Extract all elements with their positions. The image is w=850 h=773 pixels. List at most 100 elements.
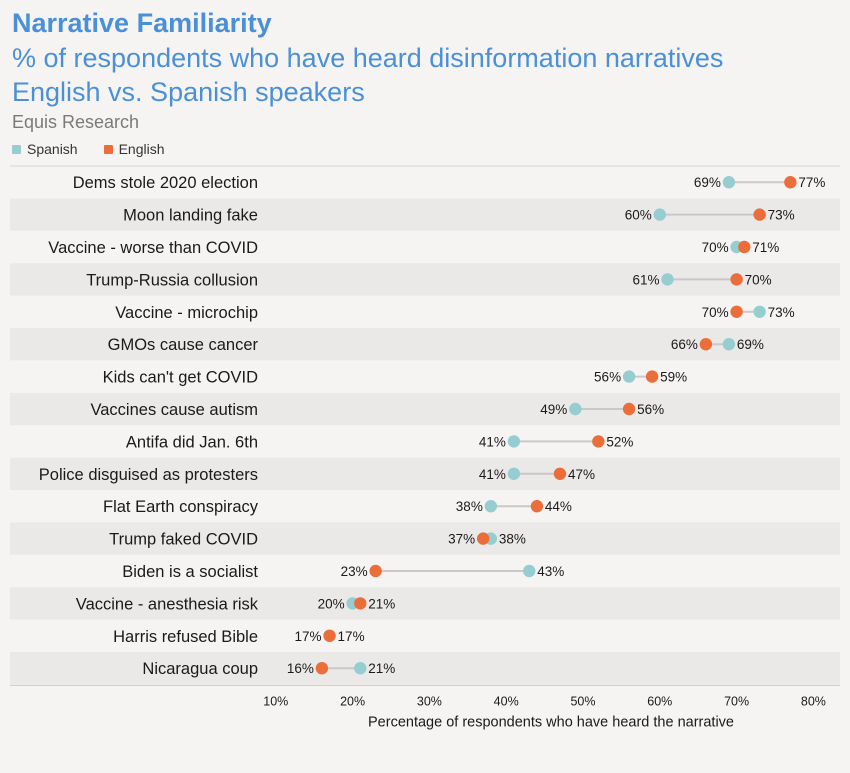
spanish-value-label: 70% (702, 240, 729, 255)
english-dot (784, 176, 797, 189)
spanish-value-label: 69% (694, 175, 721, 190)
english-value-label: 44% (545, 499, 572, 514)
spanish-value-label: 38% (456, 499, 483, 514)
spanish-dot (653, 208, 666, 221)
legend-label-english: English (118, 141, 165, 157)
category-label: Vaccine - microchip (115, 304, 258, 322)
spanish-dot (722, 176, 736, 189)
english-dot (476, 532, 490, 545)
english-value-label: 52% (606, 434, 633, 449)
spanish-dot (622, 370, 636, 383)
row-band (10, 522, 840, 555)
english-dot (530, 500, 544, 513)
english-dot (369, 564, 382, 578)
spanish-value-label: 69% (737, 337, 764, 352)
x-tick-label: 70% (724, 694, 749, 708)
spanish-dot (354, 662, 367, 675)
x-tick-label: 50% (570, 694, 595, 708)
spanish-value-label: 43% (537, 564, 564, 579)
spanish-dot (753, 305, 766, 318)
spanish-value-label: 41% (479, 434, 506, 449)
spanish-value-label: 56% (594, 370, 621, 385)
legend-item-spanish: Spanish (12, 141, 78, 157)
english-value-label: 37% (448, 532, 475, 547)
legend-label-spanish: Spanish (27, 141, 78, 157)
spanish-dot (484, 500, 498, 513)
category-label: Antifa did Jan. 6th (126, 433, 258, 451)
row-band (10, 392, 840, 426)
spanish-dot (722, 338, 736, 351)
x-tick-label: 10% (263, 694, 288, 708)
chart-source: Equis Research (12, 112, 140, 132)
english-dot (645, 370, 659, 383)
english-dot (753, 208, 766, 221)
x-tick-label: 30% (417, 694, 442, 708)
category-label: Flat Earth conspiracy (103, 498, 259, 516)
english-value-label: 70% (745, 272, 772, 287)
spanish-value-label: 17% (295, 629, 322, 644)
english-dot (730, 305, 743, 318)
spanish-value-label: 73% (768, 305, 795, 320)
spanish-value-label: 41% (479, 467, 506, 482)
legend-swatch-spanish (12, 144, 21, 154)
english-dot (553, 467, 567, 480)
category-label: Police disguised as protesters (39, 466, 258, 484)
english-dot (315, 662, 329, 675)
english-value-label: 77% (798, 175, 825, 190)
chart-subtitle-2: English vs. Spanish speakers (12, 77, 365, 107)
spanish-value-label: 49% (540, 402, 567, 417)
category-label: Kids can't get COVID (103, 369, 258, 387)
category-label: Nicaragua coup (142, 660, 258, 678)
legend-item-english: English (103, 141, 165, 157)
english-value-label: 66% (671, 337, 698, 352)
english-value-label: 73% (768, 208, 795, 223)
spanish-dot (523, 564, 536, 578)
spanish-value-label: 20% (318, 596, 345, 611)
category-label: Harris refused Bible (113, 628, 258, 646)
row-band (10, 587, 840, 620)
spanish-value-label: 60% (625, 208, 652, 223)
row-band (10, 457, 840, 490)
category-label: Vaccine - worse than COVID (48, 239, 258, 257)
english-value-label: 47% (568, 467, 595, 482)
english-dot (699, 338, 713, 351)
english-value-label: 59% (660, 370, 687, 385)
spanish-dot (507, 435, 521, 448)
spanish-value-label: 38% (499, 532, 526, 547)
english-dot (622, 402, 636, 416)
spanish-dot (661, 273, 674, 286)
english-dot (730, 273, 743, 286)
category-label: Moon landing fake (123, 207, 258, 225)
english-value-label: 16% (287, 661, 314, 676)
english-value-label: 17% (338, 629, 365, 644)
english-dot (592, 435, 605, 448)
english-value-label: 70% (702, 305, 729, 320)
spanish-value-label: 61% (632, 272, 659, 287)
legend-swatch-english (103, 144, 113, 154)
x-tick-label: 60% (647, 694, 672, 708)
x-tick-label: 80% (801, 694, 826, 708)
chart-title: Narrative Familiarity (12, 8, 272, 38)
x-tick-label: 20% (340, 694, 365, 708)
category-label: GMOs cause cancer (108, 336, 259, 354)
spanish-dot (569, 402, 582, 416)
category-label: Dems stole 2020 election (73, 174, 258, 192)
x-axis-title: Percentage of respondents who have heard… (368, 714, 734, 730)
row-band (10, 652, 840, 685)
category-label: Vaccines cause autism (90, 401, 258, 419)
category-label: Biden is a socialist (122, 563, 258, 581)
english-value-label: 56% (637, 402, 664, 417)
english-dot (738, 240, 751, 254)
spanish-dot (507, 467, 521, 480)
chart-subtitle: % of respondents who have heard disinfor… (12, 43, 724, 73)
category-label: Trump-Russia collusion (86, 271, 258, 289)
chart-legend: Spanish English (12, 141, 191, 157)
x-tick-label: 40% (494, 694, 519, 708)
category-label: Vaccine - anesthesia risk (76, 595, 259, 613)
category-label: Trump faked COVID (109, 531, 258, 549)
english-value-label: 71% (752, 240, 779, 255)
english-value-label: 23% (341, 564, 368, 579)
english-dot (354, 597, 367, 610)
english-dot (323, 629, 336, 642)
